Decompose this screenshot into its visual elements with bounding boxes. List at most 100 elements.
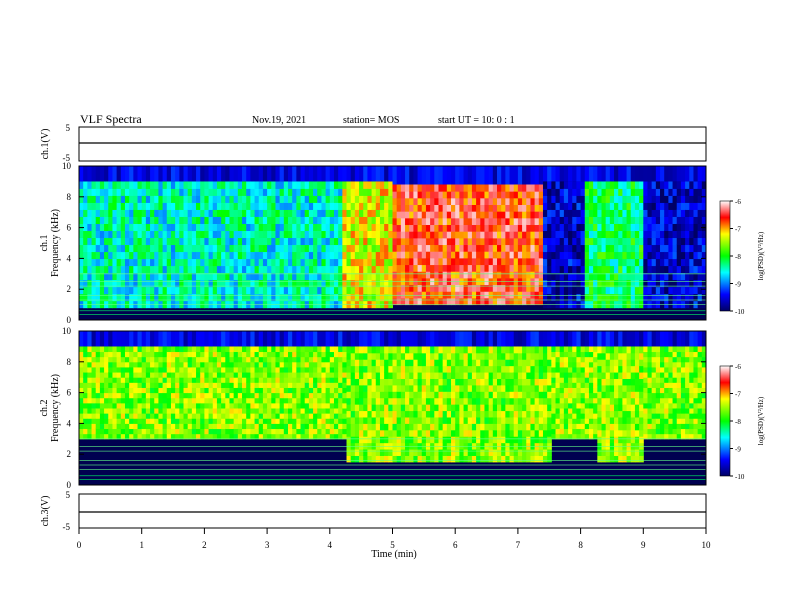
spectrogram-cell [246,366,251,373]
spectrogram-cell [317,413,322,419]
spectrogram-cell [162,397,168,404]
spectrogram-cell [237,372,243,378]
spectrogram-cell [342,346,348,353]
spectrogram-cell [438,297,444,306]
spectrogram-cell [597,223,602,232]
spectrogram-cell [300,244,306,253]
spectrogram-cell [166,366,172,373]
spectrogram-cell [296,202,302,210]
spectrogram-cell [359,378,364,386]
spectrogram-cell [137,387,143,394]
spectrogram-cell [246,166,251,182]
spectrogram-cell [242,408,247,414]
spectrogram-cell [467,257,473,266]
spectrogram-cell [112,265,118,274]
spectrogram-cell [538,217,544,226]
spectrogram-cell [229,372,235,378]
spectrogram-cell [342,356,348,363]
spectrogram-cell [275,223,281,232]
spectrogram-cell [204,202,210,210]
spectrogram-cell [304,237,310,246]
spectrogram-cell [237,366,243,373]
spectrogram-cell [359,404,364,412]
spectrogram-cell [91,258,97,267]
spectrogram-cell [95,408,101,414]
spectrogram-cell [354,416,360,424]
spectrogram-cell [254,351,260,358]
spectrogram-cell [137,188,143,196]
spectrogram-cell [384,416,389,424]
spectrogram-cell [451,204,456,212]
spectrogram-cell [275,202,281,210]
spectrogram-cell [242,413,247,419]
spectrogram-cell [325,392,331,399]
spectrogram-cell [639,202,644,210]
spectrogram-cell [321,188,327,196]
spectrogram-cell [216,209,222,217]
spectrogram-cell [95,265,101,274]
spectrogram-cell [308,382,314,388]
spectrogram-cell [158,372,164,378]
spectrogram-cell [425,449,431,456]
spectrogram-cell [133,230,139,239]
spectrogram-cell [233,272,239,281]
spectrogram-cell [622,258,628,267]
spectrogram-cell [580,181,586,189]
spectrogram-cell [150,195,155,203]
spectrogram-cell [538,410,544,418]
spectrogram-cell [83,279,88,288]
spectrogram-cell [363,209,368,217]
spectrogram-cell [425,416,431,424]
spectrogram-cell [509,244,515,252]
spectrogram-cell [271,272,276,281]
spectrogram-cell [534,291,540,299]
spectrogram-cell [87,230,93,239]
spectrogram-cell [655,258,661,267]
spectrogram-cell [463,404,469,412]
spectrogram-cell [643,279,648,288]
spectrogram-cell [229,397,235,404]
spectrogram-cell [609,286,615,295]
spectrogram-cell [258,279,264,288]
spectrogram-cell [396,237,402,246]
spectrogram-cell [91,237,97,246]
spectrogram-cell [350,346,356,354]
spectrogram-cell [233,351,239,358]
spectrogram-cell [150,356,155,363]
spectrogram-cell [689,272,694,281]
spectrogram-cell [304,372,310,378]
spectrogram-cell [246,428,251,435]
spectrogram-cell [455,284,460,292]
spectrogram-cell [99,397,105,404]
spectrogram-cell [350,223,356,232]
spectrogram-cell [346,181,352,189]
spectrogram-cell [400,365,406,373]
spectrogram-cell [104,272,109,281]
spectrogram-cell [104,402,109,409]
spectrogram-cell [258,408,264,414]
spectrogram-cell [162,258,168,267]
spectrogram-cell [430,224,435,232]
spectrogram-cell [262,433,268,440]
spectrogram-cell [396,191,402,199]
spectrogram-cell [425,264,431,272]
spectrogram-cell [463,391,469,399]
spectrogram-cell [363,188,368,196]
spectrogram-cell [279,408,285,414]
spectrogram-cell [283,202,289,210]
spectrogram-cell [175,223,180,232]
spectrogram-cell [400,352,406,360]
spectrogram-cell [438,423,444,431]
spectrogram-cell [262,372,268,378]
spectrogram-cell [400,271,406,279]
spectrogram-cell [120,251,126,260]
spectrogram-cell [388,188,393,196]
spectrogram-cell [99,286,105,295]
spectrogram-cell [497,211,502,219]
spectrogram-cell [421,251,427,259]
spectrogram-cell [379,286,385,295]
spectrogram-cell [509,455,515,463]
spectrogram-cell [216,392,222,399]
spectrogram-cell [258,230,264,239]
spectrogram-cell [154,387,159,394]
